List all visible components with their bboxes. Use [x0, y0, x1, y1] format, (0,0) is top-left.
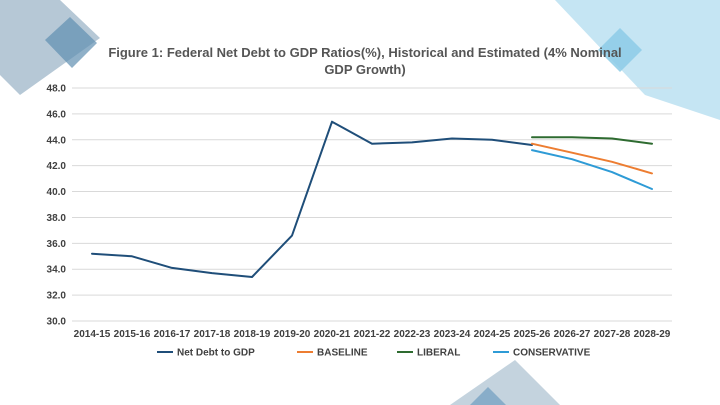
x-tick-label: 2026-27: [554, 329, 591, 340]
x-tick-label: 2025-26: [514, 329, 551, 340]
deco-diamond-top-right: [598, 28, 642, 72]
y-tick-label: 46.0: [47, 109, 67, 120]
y-tick-label: 30.0: [47, 317, 67, 328]
x-tick-label: 2027-28: [594, 329, 631, 340]
series-line-liberal: [531, 136, 653, 145]
x-tick-label: 2023-24: [434, 329, 471, 340]
x-tick-label: 2016-17: [154, 329, 191, 340]
deco-shape-top-right: [555, 0, 720, 120]
y-tick-label: 32.0: [47, 291, 67, 302]
chart-title: Figure 1: Federal Net Debt to GDP Ratios…: [108, 45, 622, 77]
y-tick-label: 36.0: [47, 239, 67, 250]
x-tick-label: 2015-16: [114, 329, 151, 340]
series-line-baseline: [531, 142, 653, 175]
deco-diamond-top-left: [45, 17, 97, 68]
y-tick-label: 44.0: [47, 135, 67, 146]
y-tick-label: 38.0: [47, 213, 67, 224]
deco-shape-bottom: [450, 360, 560, 405]
x-tick-label: 2018-19: [234, 329, 271, 340]
x-tick-label: 2022-23: [394, 329, 431, 340]
legend-label: BASELINE: [317, 348, 368, 359]
x-tick-label: 2021-22: [354, 329, 391, 340]
x-tick-label: 2020-21: [314, 329, 351, 340]
legend-label: LIBERAL: [417, 348, 460, 359]
x-tick-label: 2028-29: [634, 329, 671, 340]
y-tick-label: 42.0: [47, 161, 67, 172]
legend-label: Net Debt to GDP: [177, 348, 255, 359]
x-tick-label: 2017-18: [194, 329, 231, 340]
x-tick-label: 2019-20: [274, 329, 311, 340]
x-tick-label: 2014-15: [74, 329, 111, 340]
y-tick-label: 48.0: [47, 84, 67, 95]
x-tick-label: 2024-25: [474, 329, 511, 340]
y-tick-label: 40.0: [47, 187, 67, 198]
series-line-conservative: [531, 149, 653, 190]
series-line-net-debt-to-gdp: [91, 120, 533, 278]
deco-diamond-bottom: [470, 387, 506, 405]
y-tick-label: 34.0: [47, 265, 67, 276]
legend-label: CONSERVATIVE: [513, 348, 591, 359]
